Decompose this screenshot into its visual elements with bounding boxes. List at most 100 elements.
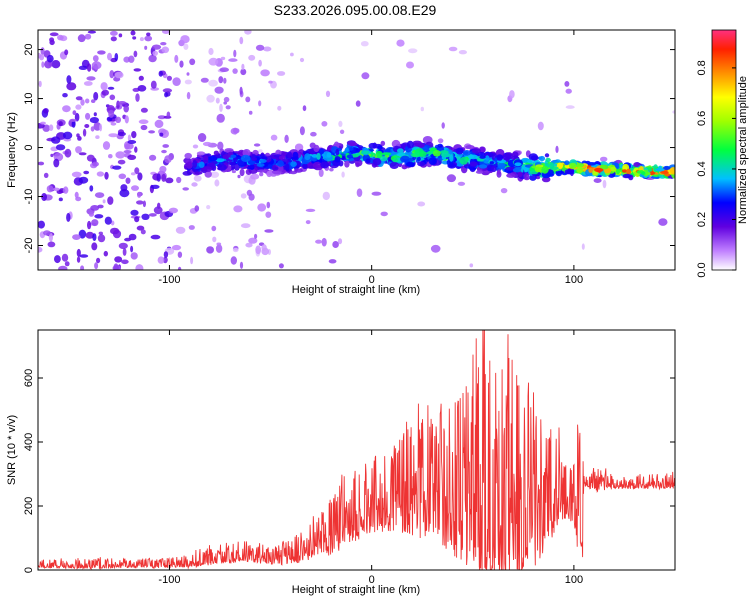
heatmap-cell [102, 141, 111, 150]
heatmap-cell [110, 36, 117, 42]
heatmap-cell [150, 80, 157, 89]
heatmap-cell [158, 70, 163, 77]
heatmap-cell [92, 55, 99, 62]
heatmap-cell [78, 65, 88, 71]
colorbar-axis: 0.0 0.2 0.4 0.6 0.8 [696, 60, 736, 278]
heatmap-cell [257, 169, 267, 173]
heatmap-cell [603, 168, 612, 174]
heatmap-cell [53, 158, 60, 168]
heatmap-cell [79, 254, 89, 258]
heatmap-cell [556, 170, 565, 174]
heatmap-cell [332, 241, 339, 248]
heatmap-cell [51, 136, 61, 144]
heatmap-cell [177, 251, 183, 258]
heatmap-cell [174, 54, 179, 63]
heatmap-cell [150, 184, 160, 189]
heatmap-cell [152, 50, 158, 56]
spectrogram-heatmap [38, 30, 675, 270]
heatmap-cell [396, 39, 405, 47]
heatmap-cell [196, 151, 206, 156]
heatmap-cell [376, 153, 383, 159]
heatmap-cell [245, 242, 253, 248]
heatmap-cell [57, 34, 64, 41]
heatmap-cell [469, 263, 474, 268]
heatmap-cell [190, 256, 194, 265]
heatmap-cell [72, 110, 77, 116]
heatmap-cell [229, 161, 236, 166]
heatmap-cell [72, 234, 81, 241]
heatmap-cell [338, 120, 343, 127]
heatmap-cell [91, 219, 99, 227]
heatmap-cell [265, 211, 272, 218]
y-tick-label: 400 [23, 433, 35, 451]
heatmap-cell [134, 146, 138, 153]
heatmap-cell [206, 205, 211, 210]
heatmap-cell [249, 164, 255, 169]
heatmap-cell [131, 185, 139, 191]
heatmap-cell [86, 76, 96, 81]
heatmap-cell [491, 165, 497, 173]
heatmap-cell [84, 124, 90, 128]
heatmap-cell [166, 75, 172, 81]
heatmap-cell [184, 152, 192, 159]
heatmap-cell [600, 156, 608, 162]
heatmap-cell [151, 44, 162, 50]
heatmap-cell [87, 30, 96, 34]
colorbar: 0.0 0.2 0.4 0.6 0.8 Normalized spectral ampl… [696, 29, 749, 278]
heatmap-cell [411, 152, 421, 158]
heatmap-cell [469, 161, 478, 167]
heatmap-cell [64, 49, 69, 56]
heatmap-cell [107, 86, 115, 90]
heatmap-cell [114, 71, 124, 79]
heatmap-cell [527, 159, 534, 164]
heatmap-cell [415, 142, 425, 149]
heatmap-cell [216, 113, 225, 123]
heatmap-cell [256, 163, 265, 167]
heatmap-cell [232, 68, 238, 74]
heatmap-cell [346, 154, 354, 159]
heatmap-cell [130, 209, 139, 216]
heatmap-cell [348, 142, 358, 147]
heatmap-cell [512, 167, 521, 173]
heatmap-cell [211, 225, 217, 232]
heatmap-cell [293, 156, 299, 161]
heatmap-cell [123, 105, 129, 113]
heatmap-cell [101, 89, 110, 96]
heatmap-cell [248, 110, 253, 115]
heatmap-cell [397, 148, 404, 154]
heatmap-cell [277, 71, 286, 76]
heatmap-cell [457, 181, 466, 186]
heatmap-cell [225, 105, 231, 110]
heatmap-cell [40, 121, 46, 125]
heatmap-cell [204, 170, 212, 178]
heatmap-cell [119, 189, 130, 198]
heatmap-cell [658, 218, 668, 226]
heatmap-cell [302, 105, 307, 112]
heatmap-cell [267, 164, 274, 169]
heatmap-cell [335, 149, 340, 156]
heatmap-cell [455, 147, 464, 155]
heatmap-cell [208, 57, 219, 66]
heatmap-cell [555, 145, 559, 153]
heatmap-cell [505, 166, 515, 171]
heatmap-cell [38, 246, 43, 253]
heatmap-cell [285, 163, 290, 172]
heatmap-cell [488, 152, 494, 158]
heatmap-cell [316, 152, 321, 160]
heatmap-cell [384, 149, 391, 153]
heatmap-cell [428, 157, 437, 166]
heatmap-cell [587, 162, 597, 166]
heatmap-cell [137, 191, 142, 198]
heatmap-cell [62, 93, 68, 98]
heatmap-cell [239, 86, 243, 95]
heatmap-cell [161, 173, 167, 182]
heatmap-cell [75, 146, 82, 154]
heatmap-cell [160, 42, 167, 46]
heatmap-cell [91, 61, 102, 70]
y-tick-label: 20 [23, 43, 35, 55]
heatmap-cell [140, 229, 146, 235]
heatmap-cell [84, 33, 92, 40]
heatmap-cell [419, 151, 427, 157]
heatmap-cell [86, 63, 92, 72]
